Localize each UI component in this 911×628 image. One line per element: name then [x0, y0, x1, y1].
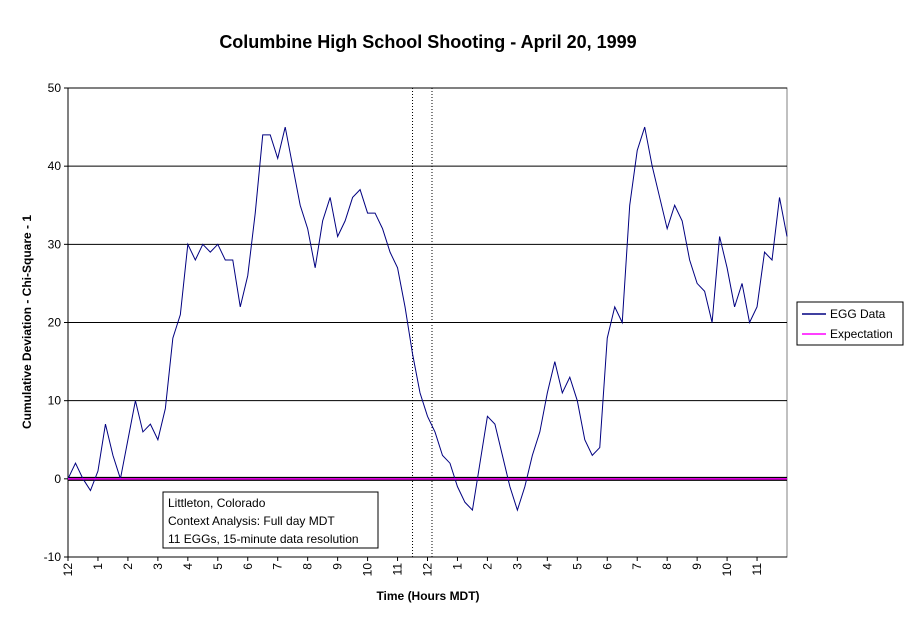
x-tick-label: 7 [630, 563, 644, 570]
x-tick-label: 12 [421, 563, 435, 577]
x-tick-label: 9 [331, 563, 345, 570]
chart-title: Columbine High School Shooting - April 2… [219, 32, 636, 52]
x-tick-label: 11 [391, 563, 405, 576]
x-tick-label: 6 [241, 563, 255, 570]
annotation-text: Littleton, Colorado [168, 496, 266, 510]
x-tick-label: 8 [660, 563, 674, 570]
annotation-text: Context Analysis: Full day MDT [168, 514, 335, 528]
x-tick-label: 5 [570, 563, 584, 570]
x-tick-label: 7 [271, 563, 285, 570]
y-tick-label: 50 [48, 81, 62, 95]
y-tick-label: 30 [48, 237, 62, 251]
legend-box [796, 301, 904, 346]
x-axis-label: Time (Hours MDT) [376, 589, 479, 603]
x-tick-label: 1 [450, 563, 464, 570]
x-tick-label: 8 [301, 563, 315, 570]
annotation-box [162, 491, 379, 549]
y-axis-label: Cumulative Deviation - Chi-Square - 1 [20, 215, 34, 429]
x-tick-label: 12 [61, 563, 75, 577]
x-tick-label: 6 [600, 563, 614, 570]
x-tick-label: 1 [91, 563, 105, 570]
y-tick-label: 0 [54, 472, 61, 486]
x-tick-label: 4 [540, 563, 554, 570]
x-tick-label: 2 [480, 563, 494, 570]
x-tick-label: 5 [211, 563, 225, 570]
x-tick-label: 11 [750, 563, 764, 576]
x-tick-label: 2 [121, 563, 135, 570]
data-line [67, 126, 788, 512]
x-tick-label: 3 [151, 563, 165, 570]
x-tick-label: 4 [181, 563, 195, 570]
annotation-text: 11 EGGs, 15-minute data resolution [168, 532, 359, 546]
y-tick-label: 40 [48, 159, 62, 173]
x-tick-label: 9 [690, 563, 704, 570]
y-tick-label: 10 [48, 394, 62, 408]
x-tick-label: 10 [720, 563, 734, 577]
x-tick-label: 10 [361, 563, 375, 577]
y-tick-label: 20 [48, 316, 62, 330]
x-tick-label: 3 [510, 563, 524, 570]
legend-label: Expectation [830, 327, 893, 341]
y-tick-label: -10 [44, 550, 62, 564]
legend-label: EGG Data [830, 307, 886, 321]
